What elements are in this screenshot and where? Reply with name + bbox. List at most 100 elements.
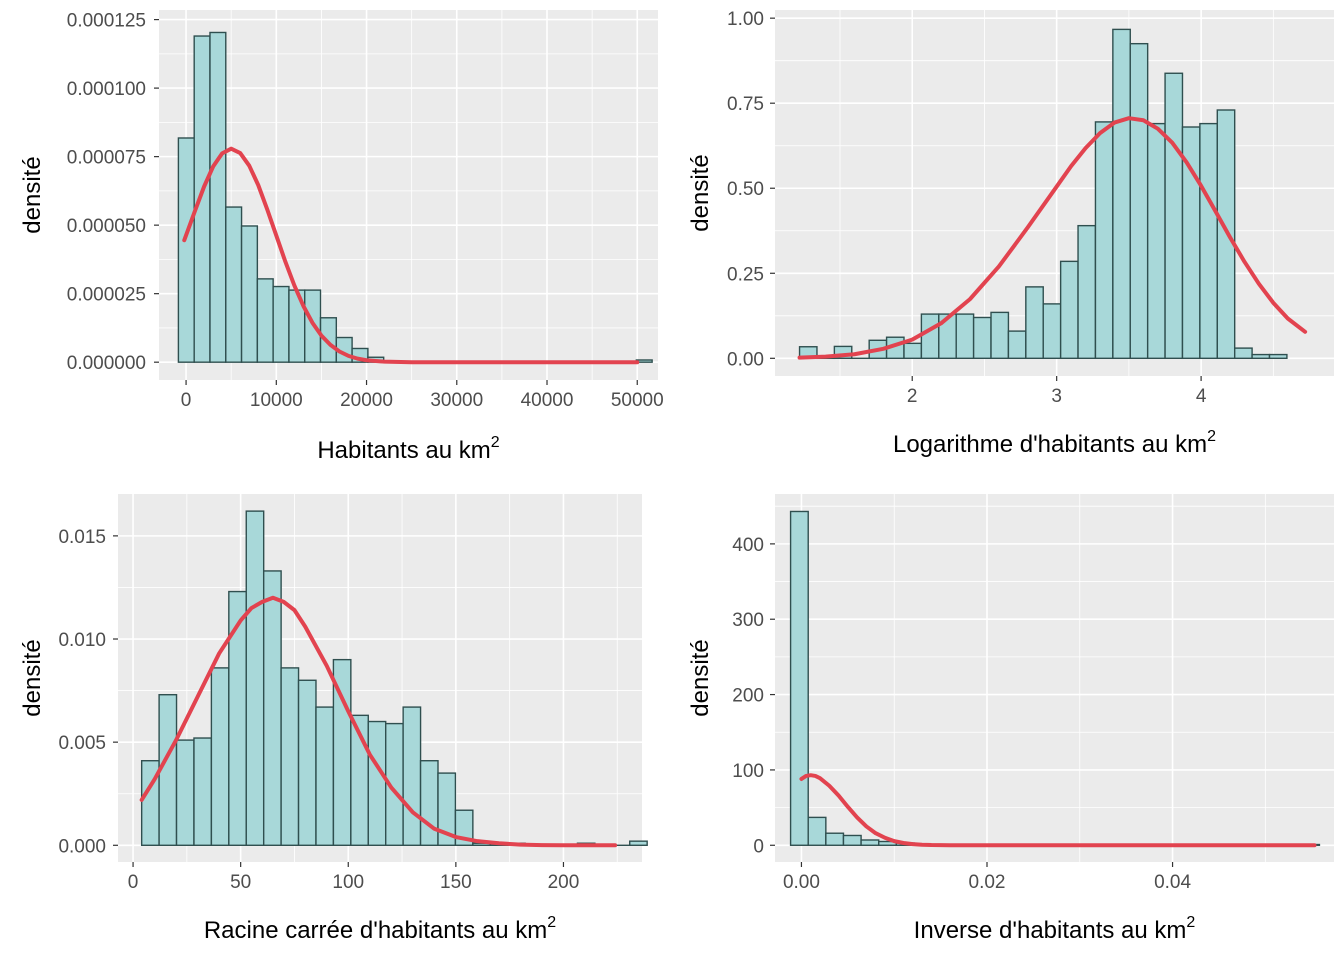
histogram-bar	[1129, 42, 1149, 360]
histogram-bar	[903, 342, 923, 360]
y-tick-label: 400	[732, 535, 764, 556]
x-tick-label: 4	[1196, 386, 1207, 407]
y-tick-label: 0.000075	[67, 148, 146, 169]
x-axis-title-text: Inverse d'habitants au km	[914, 917, 1187, 944]
histogram-bar	[272, 285, 290, 363]
panel-1: 0 10000 20000 30000 40000 50000 0.000000 0.0000…	[19, 10, 664, 464]
panel-4: 0.00 0.02 0.04 0 100 200 300 400 Inverse d'habit…	[687, 494, 1334, 944]
x-tick-label: 0	[128, 872, 139, 893]
histogram-bar	[256, 278, 274, 363]
histogram-bar	[1059, 260, 1079, 360]
histogram-bar	[240, 225, 259, 363]
histogram-bar	[297, 679, 317, 846]
histogram-bar	[990, 311, 1010, 360]
x-tick-label: 50	[230, 872, 251, 893]
y-tick-label: 0.015	[58, 527, 106, 548]
y-tick-label: 200	[732, 686, 764, 707]
histogram-bar	[807, 816, 827, 846]
x-tick-label: 3	[1051, 386, 1062, 407]
y-axis-title: densité	[687, 154, 714, 231]
x-tick-label: 0	[181, 390, 192, 411]
histogram-bar	[860, 839, 880, 846]
histogram-bar	[842, 834, 862, 846]
y-tick-label: 0.00	[727, 349, 764, 370]
histogram-bar	[1112, 28, 1131, 360]
y-tick-label: 0.000025	[67, 285, 146, 306]
x-axis-title-superscript: 2	[547, 914, 556, 931]
x-tick-label: 30000	[430, 390, 483, 411]
histogram-bar	[262, 570, 282, 846]
histogram-bar	[419, 760, 439, 846]
histogram-bar	[177, 137, 195, 363]
x-tick-label: 200	[548, 872, 580, 893]
x-tick-label: 0.00	[783, 872, 820, 893]
x-tick-label: 40000	[521, 390, 574, 411]
y-tick-label: 0.000	[58, 836, 106, 857]
y-tick-label: 0.005	[58, 733, 106, 754]
y-axis-title: densité	[687, 639, 714, 716]
x-tick-label: 0.02	[969, 872, 1006, 893]
x-axis-title-superscript: 2	[1186, 914, 1195, 931]
histogram-bar	[245, 510, 265, 846]
histogram-bar	[1233, 347, 1253, 360]
histogram-bar	[280, 667, 300, 846]
density-curve	[799, 773, 1317, 848]
histogram-bar	[367, 720, 387, 846]
histogram-bar	[789, 510, 809, 846]
x-tick-label: 0.04	[1154, 872, 1191, 893]
x-axis-title-text: Habitants au km	[317, 437, 490, 464]
histogram-bar	[1094, 121, 1114, 360]
x-axis-title: Racine carrée d'habitants au km2	[204, 914, 556, 944]
histogram-bar	[1077, 224, 1097, 360]
x-tick-label: 100	[332, 872, 364, 893]
y-tick-label: 0.25	[727, 264, 764, 285]
x-tick-label: 50000	[611, 390, 664, 411]
y-tick-label: 0.000050	[67, 216, 146, 237]
histogram-bar	[972, 316, 992, 360]
y-tick-label: 0.50	[727, 179, 764, 200]
x-tick-label: 10000	[250, 390, 303, 411]
histogram-bar	[1164, 72, 1184, 360]
histogram-bar	[1007, 330, 1027, 360]
x-axis-title: Inverse d'habitants au km2	[914, 914, 1196, 944]
y-tick-label: 0.010	[58, 630, 106, 651]
x-tick-label: 150	[440, 872, 472, 893]
histogram-bar	[1042, 303, 1062, 360]
histogram-bar	[1268, 353, 1288, 360]
histogram-bar	[193, 737, 213, 846]
panel-background	[775, 494, 1334, 862]
histogram-bar	[825, 832, 845, 846]
histogram-bar	[1146, 122, 1166, 360]
y-tick-label: 0.000000	[67, 353, 146, 374]
panel-3: 0 50 100 150 200 0.000 0.005 0.010 0.015 Racine c…	[19, 494, 648, 944]
y-tick-label: 100	[732, 761, 764, 782]
density-curve	[139, 595, 618, 848]
histogram-bar	[225, 206, 243, 363]
x-axis-title-text: Racine carrée d'habitants au km	[204, 917, 547, 944]
histogram-bar	[920, 313, 940, 360]
histogram-bar	[955, 313, 975, 360]
x-tick-label: 20000	[340, 390, 393, 411]
panel-2: 2 3 4 0.00 0.25 0.50 0.75 1.00 Logarithme d'habi…	[687, 9, 1334, 458]
x-axis-title-text: Logarithme d'habitants au km	[893, 431, 1207, 458]
y-tick-label: 1.00	[727, 9, 764, 30]
histogram-bar	[209, 31, 227, 363]
histogram-bar	[402, 706, 422, 846]
histogram-bar	[193, 35, 211, 363]
y-tick-label: 0.000100	[67, 79, 146, 100]
histogram-bar	[315, 706, 335, 846]
y-tick-label: 0.75	[727, 94, 764, 115]
density-curve	[182, 146, 640, 365]
y-axis-title: densité	[19, 156, 46, 233]
histogram-bar	[1199, 122, 1218, 360]
x-axis-title: Habitants au km2	[317, 434, 499, 464]
y-tick-label: 0	[753, 836, 764, 857]
y-tick-label: 300	[732, 610, 764, 631]
x-tick-label: 2	[907, 386, 918, 407]
histogram-bar	[210, 667, 230, 846]
histogram-bar	[1251, 353, 1271, 360]
y-tick-label: 0.000125	[67, 11, 146, 32]
histogram-bar	[833, 345, 853, 360]
histogram-bar	[437, 772, 457, 846]
